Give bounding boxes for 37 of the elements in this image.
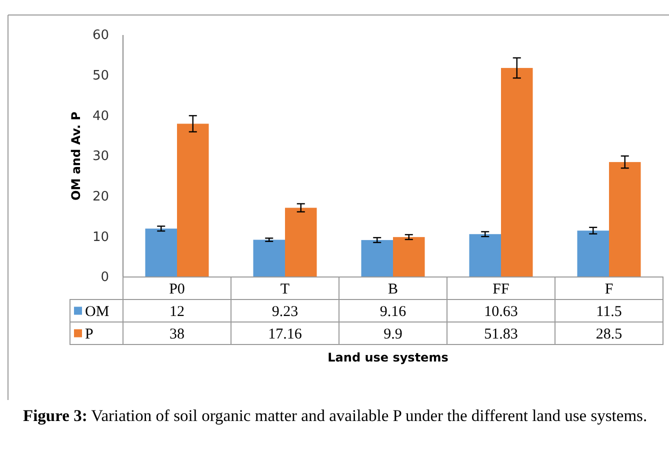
bar xyxy=(501,68,533,277)
data-label: 10.63 xyxy=(484,304,518,320)
bar xyxy=(177,124,209,277)
data-label: 51.83 xyxy=(484,326,518,342)
bar xyxy=(145,228,177,277)
y-tick-label: 50 xyxy=(92,68,109,84)
x-tick-label: F xyxy=(604,281,614,298)
x-tick-label: B xyxy=(388,281,398,298)
data-label: 12 xyxy=(170,304,184,320)
bar xyxy=(361,240,393,277)
x-axis-title: Land use systems xyxy=(328,350,448,364)
bar xyxy=(393,237,425,277)
bar xyxy=(469,234,501,277)
x-tick-label: T xyxy=(280,281,290,298)
y-tick-label: 0 xyxy=(100,270,109,286)
y-axis-title: OM and Av. P xyxy=(69,111,83,200)
y-tick-label: 40 xyxy=(92,108,109,124)
y-tick-label: 30 xyxy=(92,149,109,164)
x-tick-label: FF xyxy=(492,281,510,298)
data-label: 28.5 xyxy=(596,326,622,342)
data-label: 9.23 xyxy=(272,304,298,320)
y-tick-label: 10 xyxy=(92,230,109,245)
legend-label: OM xyxy=(85,304,110,320)
legend-label: P xyxy=(85,326,94,342)
data-label: 11.5 xyxy=(596,304,622,320)
bar xyxy=(577,230,609,277)
data-label: 9.16 xyxy=(380,304,407,320)
bar xyxy=(609,162,641,277)
bar xyxy=(285,208,317,277)
data-label: 17.16 xyxy=(268,326,302,342)
caption: Figure 3: Variation of soil organic matter and available P under the different land use systems. xyxy=(23,405,648,427)
data-label: 38 xyxy=(170,326,184,342)
y-tick-label: 20 xyxy=(92,189,109,204)
y-tick-label: 60 xyxy=(92,28,109,44)
bar xyxy=(253,240,285,277)
data-label: 9.9 xyxy=(384,326,402,342)
x-tick-label: P0 xyxy=(169,281,185,298)
